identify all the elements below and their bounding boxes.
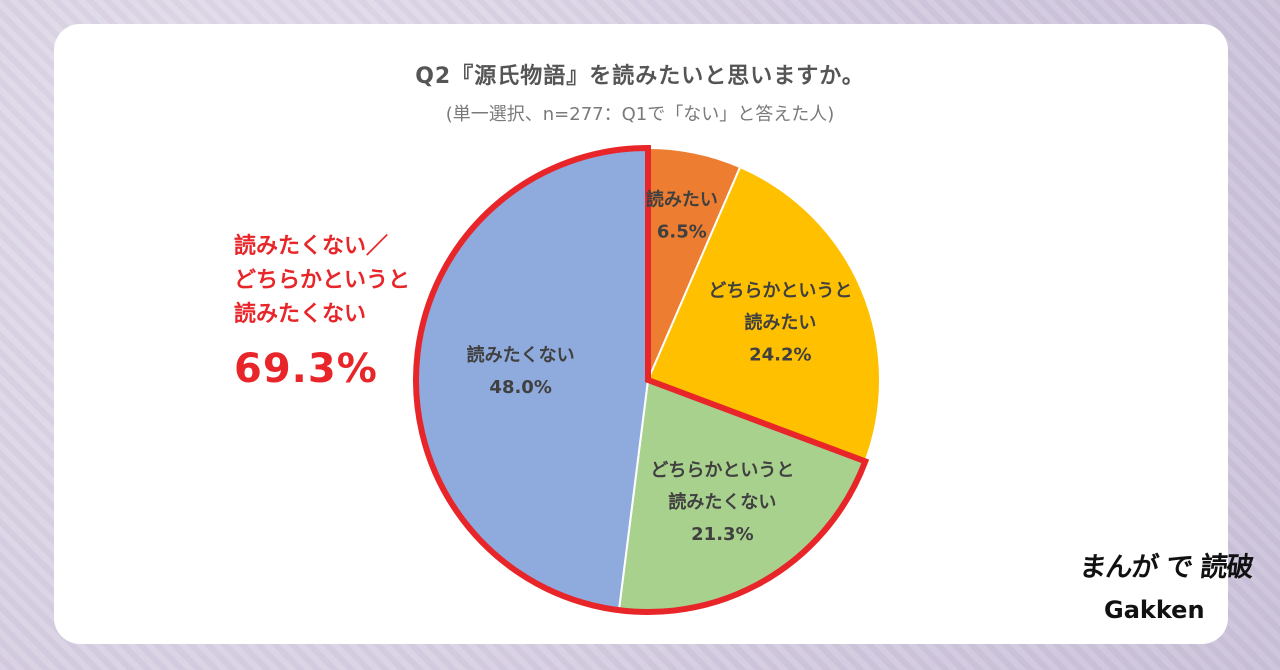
slice-category-label-2: どちらかというと [650, 460, 794, 481]
slice-value-label-0: 6.5% [657, 221, 707, 242]
slice-value-label-2: 21.3% [691, 524, 753, 545]
gakken-logo: Gakken [1104, 596, 1205, 624]
manga-de-dokuha-logo: まんが で 読破 [1078, 552, 1255, 583]
slice-value-label-3: 48.0% [489, 377, 551, 398]
chart-subtitle: (単一選択、n=277：Q1で「ない」と答えた人) [445, 104, 835, 125]
callout-line-3: 読みたくない [234, 302, 367, 327]
callout-line-2: どちらかというと [234, 268, 411, 293]
pie-slice-1 [646, 165, 881, 463]
slice-category-label-0: 読みたい [646, 188, 718, 210]
slice-category-label-2: 読みたくない [668, 491, 776, 513]
callout-total-value: 69.3% [234, 346, 378, 392]
highlight-outline [413, 144, 870, 615]
slice-value-label-1: 24.2% [749, 345, 811, 366]
slice-category-label-1: どちらかというと [708, 281, 852, 302]
highlight-callout: 読みたくない／ どちらかというと 読みたくない 69.3% [234, 230, 454, 394]
slice-category-label-3: 読みたくない [467, 344, 575, 366]
chart-title: Q2『源氏物語』を読みたいと思いますか。 [415, 64, 865, 89]
slice-category-label-1: 読みたい [744, 312, 816, 334]
callout-line-1: 読みたくない／ [234, 234, 389, 259]
